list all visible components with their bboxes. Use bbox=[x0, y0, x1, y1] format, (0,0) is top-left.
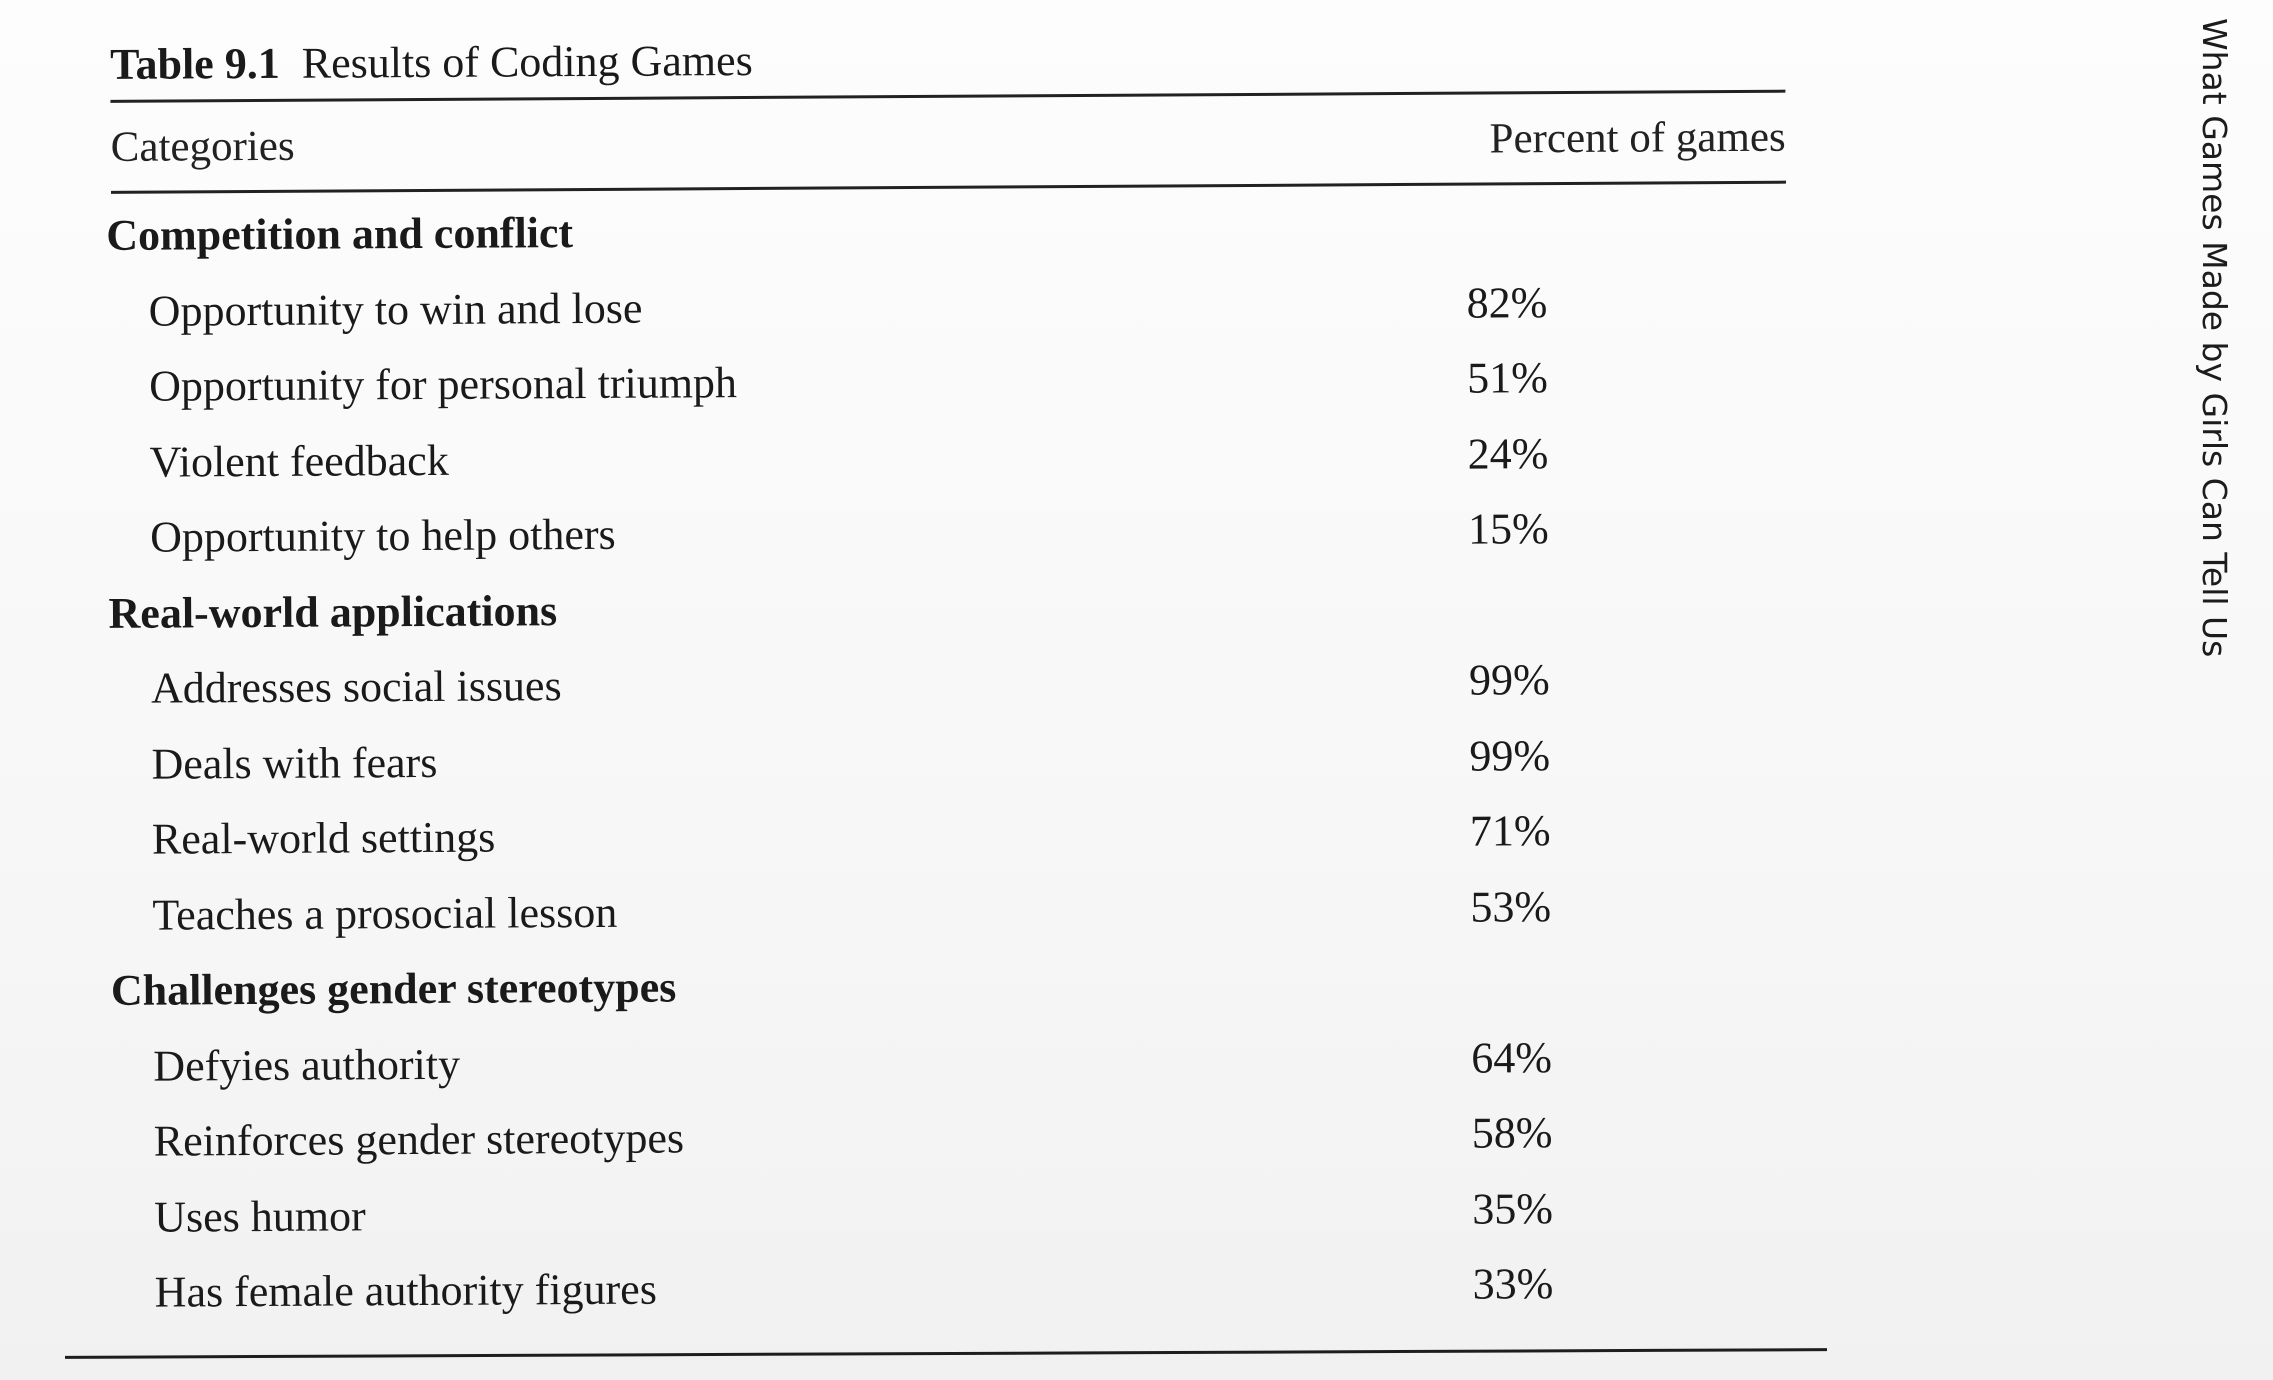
table-row: Opportunity to win and lose 82% bbox=[96, 263, 1796, 349]
row-value: 51% bbox=[1467, 353, 1548, 403]
section-label: Competition and conflict bbox=[106, 208, 574, 261]
row-value: 33% bbox=[1472, 1259, 1554, 1309]
table-row: Addresses social issues 99% bbox=[99, 641, 1799, 727]
table-caption: Table 9.1 Results of Coding Games bbox=[110, 20, 1795, 100]
row-label: Addresses social issues bbox=[150, 661, 562, 713]
table-row: Uses humor 35% bbox=[102, 1169, 1802, 1255]
table-row: Reinforces gender stereotypes 58% bbox=[102, 1094, 1802, 1180]
table-header: Categories Percent of games bbox=[110, 93, 1786, 191]
running-head: What Games Made by Girls Can Tell Us bbox=[2195, 18, 2234, 658]
row-value: 58% bbox=[1471, 1108, 1553, 1158]
row-value: 71% bbox=[1469, 806, 1551, 856]
section-row: Competition and conflict bbox=[96, 188, 1796, 274]
row-value: 15% bbox=[1467, 504, 1549, 554]
table-title: Results of Coding Games bbox=[301, 35, 753, 88]
row-label: Reinforces gender stereotypes bbox=[153, 1113, 685, 1166]
row-value: 99% bbox=[1469, 730, 1551, 781]
table-row: Violent feedback 24% bbox=[97, 414, 1797, 500]
row-label: Real-world settings bbox=[151, 812, 496, 864]
row-label: Opportunity for personal triumph bbox=[149, 358, 738, 411]
row-value: 64% bbox=[1471, 1032, 1553, 1083]
table-row: Teaches a prosocial lesson 53% bbox=[100, 867, 1800, 953]
bottom-rule bbox=[65, 1348, 1827, 1359]
row-label: Violent feedback bbox=[149, 435, 449, 487]
row-value: 82% bbox=[1466, 277, 1548, 328]
section-label: Real-world applications bbox=[108, 585, 558, 638]
row-value: 35% bbox=[1472, 1183, 1554, 1234]
table-row: Opportunity for personal triumph 51% bbox=[97, 339, 1797, 425]
table-row: Defyies authority 64% bbox=[101, 1018, 1801, 1104]
row-label: Has female authority figures bbox=[154, 1264, 658, 1317]
table-row: Has female authority figures 33% bbox=[102, 1245, 1802, 1331]
column-header-percent: Percent of games bbox=[1489, 113, 1786, 162]
table-row: Real-world settings 71% bbox=[100, 792, 1800, 878]
row-label: Defyies authority bbox=[153, 1039, 461, 1091]
row-label: Opportunity to help others bbox=[149, 510, 616, 562]
row-label: Opportunity to win and lose bbox=[148, 283, 643, 336]
row-label: Deals with fears bbox=[151, 737, 438, 789]
row-label: Uses humor bbox=[154, 1191, 366, 1242]
section-label: Challenges gender stereotypes bbox=[110, 962, 677, 1016]
table-body: Competition and conflict Opportunity to … bbox=[96, 188, 1803, 1331]
row-value: 53% bbox=[1470, 881, 1552, 932]
table-row: Deals with fears 99% bbox=[99, 716, 1799, 802]
section-row: Challenges gender stereotypes bbox=[101, 943, 1801, 1029]
row-label: Teaches a prosocial lesson bbox=[152, 887, 618, 940]
row-value: 24% bbox=[1467, 428, 1549, 479]
column-header-categories: Categories bbox=[110, 122, 295, 171]
table-row: Opportunity to help others 15% bbox=[98, 490, 1798, 576]
table-number: Table 9.1 bbox=[110, 38, 280, 89]
row-value: 99% bbox=[1468, 655, 1550, 705]
section-row: Real-world applications bbox=[98, 565, 1798, 651]
results-table: Table 9.1 Results of Coding Games Categor… bbox=[95, 20, 1803, 1331]
